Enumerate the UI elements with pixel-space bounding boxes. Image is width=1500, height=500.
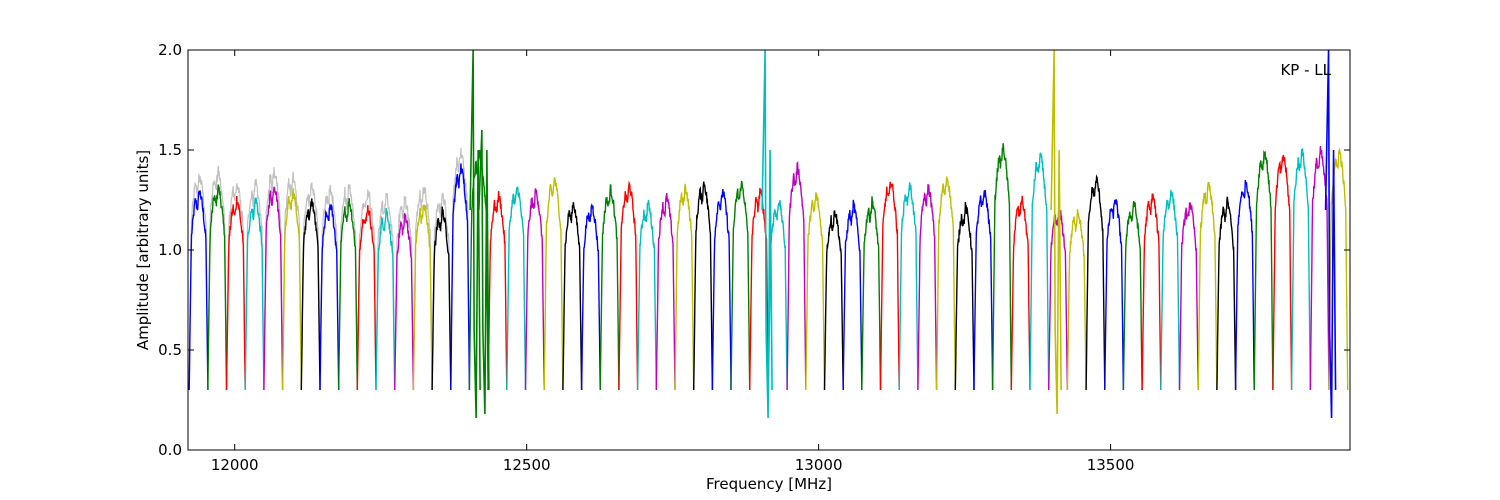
x-axis-label: Frequency [MHz] — [706, 475, 832, 493]
series-annotation: KP - LL — [1280, 61, 1331, 79]
y-tick-label: 0.5 — [158, 341, 182, 359]
y-axis-label: Amplitude [arbitrary units] — [134, 150, 152, 350]
y-tick-label: 1.0 — [158, 241, 182, 259]
y-tick-label: 0.0 — [158, 441, 182, 459]
y-tick-label: 2.0 — [158, 41, 182, 59]
x-tick-label: 12000 — [211, 456, 259, 474]
x-tick-label: 13000 — [795, 456, 843, 474]
x-tick-label: 12500 — [503, 456, 551, 474]
y-tick-label: 1.5 — [158, 141, 182, 159]
x-tick-label: 13500 — [1087, 456, 1135, 474]
